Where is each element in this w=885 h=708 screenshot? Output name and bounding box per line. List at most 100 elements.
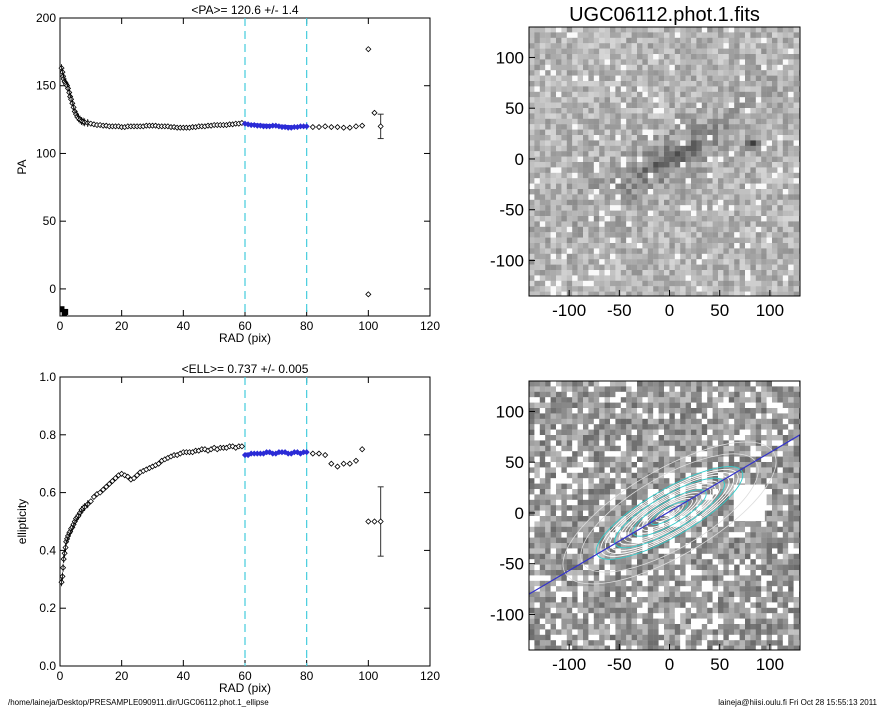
image-pixel bbox=[610, 194, 616, 200]
image-pixel bbox=[539, 124, 546, 130]
image-pixel bbox=[664, 575, 670, 581]
image-pixel bbox=[577, 424, 584, 430]
image-pixel bbox=[788, 216, 794, 222]
image-pixel bbox=[712, 386, 719, 392]
image-pixel bbox=[772, 70, 778, 76]
image-pixel bbox=[712, 391, 719, 398]
image-pixel bbox=[707, 48, 713, 55]
image-pixel bbox=[734, 172, 740, 179]
image-pixel bbox=[793, 135, 800, 141]
image-pixel bbox=[701, 418, 708, 425]
image-pixel bbox=[534, 537, 540, 544]
image-pixel bbox=[793, 162, 800, 168]
image-pixel bbox=[615, 199, 621, 206]
image-pixel bbox=[593, 167, 600, 173]
image-pixel bbox=[545, 440, 551, 446]
image-pixel bbox=[620, 253, 627, 260]
image-pixel bbox=[583, 618, 589, 625]
image-pixel bbox=[620, 205, 627, 211]
image-pixel bbox=[728, 183, 735, 190]
image-pixel bbox=[572, 216, 578, 222]
image-pixel bbox=[631, 462, 638, 468]
image-pixel bbox=[529, 553, 535, 560]
image-pixel bbox=[604, 613, 611, 619]
image-pixel bbox=[658, 27, 665, 33]
image-pixel bbox=[750, 113, 756, 119]
image-pixel bbox=[691, 75, 697, 82]
image-pixel bbox=[782, 32, 789, 38]
image-pixel bbox=[664, 167, 670, 173]
image-pixel bbox=[604, 451, 611, 457]
image-pixel bbox=[653, 232, 659, 238]
image-pixel bbox=[620, 108, 627, 114]
image-pixel bbox=[669, 607, 675, 614]
image-pixel bbox=[577, 270, 584, 276]
image-pixel bbox=[793, 291, 800, 296]
image-pixel bbox=[637, 156, 643, 163]
image-pixel bbox=[707, 618, 713, 625]
image-pixel bbox=[685, 140, 692, 146]
image-pixel bbox=[761, 145, 767, 152]
image-pixel bbox=[583, 402, 589, 409]
image-pixel bbox=[685, 499, 692, 506]
image-pixel bbox=[539, 472, 546, 479]
image-pixel bbox=[620, 618, 627, 625]
image-pixel bbox=[691, 232, 697, 238]
image-pixel bbox=[658, 210, 665, 217]
image-pixel bbox=[685, 37, 692, 44]
image-pixel bbox=[685, 210, 692, 217]
image-pixel bbox=[696, 140, 702, 146]
image-pixel bbox=[669, 70, 675, 76]
image-pixel bbox=[745, 178, 751, 184]
image-pixel bbox=[761, 183, 767, 190]
image-pixel bbox=[599, 280, 605, 287]
image-pixel bbox=[604, 135, 611, 141]
image-pixel bbox=[545, 178, 551, 184]
image-pixel bbox=[647, 275, 654, 281]
image-pixel bbox=[566, 70, 573, 76]
image-pixel bbox=[680, 48, 686, 55]
image-pixel bbox=[539, 526, 546, 533]
image-pixel bbox=[593, 613, 600, 619]
image-pixel bbox=[718, 156, 724, 163]
image-pixel bbox=[723, 505, 729, 511]
image-pixel bbox=[626, 408, 632, 414]
image-pixel bbox=[723, 456, 729, 463]
image-pixel bbox=[712, 516, 719, 522]
image-pixel bbox=[566, 634, 573, 641]
image-pixel bbox=[642, 424, 648, 430]
image-pixel bbox=[712, 275, 719, 281]
image-pixel bbox=[545, 59, 551, 65]
image-pixel bbox=[734, 226, 740, 233]
image-pixel bbox=[718, 81, 724, 87]
image-pixel bbox=[739, 259, 746, 265]
image-pixel bbox=[642, 516, 648, 522]
image-pixel bbox=[680, 456, 686, 463]
image-pixel bbox=[734, 135, 740, 141]
image-pixel bbox=[680, 435, 686, 441]
image-pixel bbox=[664, 570, 670, 576]
image-pixel bbox=[728, 70, 735, 76]
image-pixel bbox=[788, 32, 794, 38]
image-pixel bbox=[642, 167, 648, 173]
image-pixel bbox=[620, 467, 627, 473]
image-pixel bbox=[793, 54, 800, 60]
image-pixel bbox=[631, 253, 638, 260]
image-pixel bbox=[680, 75, 686, 82]
image-pixel bbox=[561, 413, 567, 419]
image-pixel bbox=[588, 559, 594, 565]
image-pixel bbox=[647, 151, 654, 157]
image-pixel bbox=[637, 270, 643, 276]
image-pixel bbox=[561, 124, 567, 130]
image-pixel bbox=[750, 118, 756, 125]
image-pixel bbox=[604, 467, 611, 473]
image-pixel bbox=[583, 27, 589, 33]
image-pixel bbox=[707, 210, 713, 217]
image-pixel bbox=[539, 445, 546, 452]
image-pixel bbox=[653, 402, 659, 409]
image-pixel bbox=[658, 237, 665, 244]
image-pixel bbox=[545, 451, 551, 457]
image-pixel bbox=[728, 135, 735, 141]
image-pixel bbox=[647, 386, 654, 392]
image-pixel bbox=[696, 221, 702, 227]
